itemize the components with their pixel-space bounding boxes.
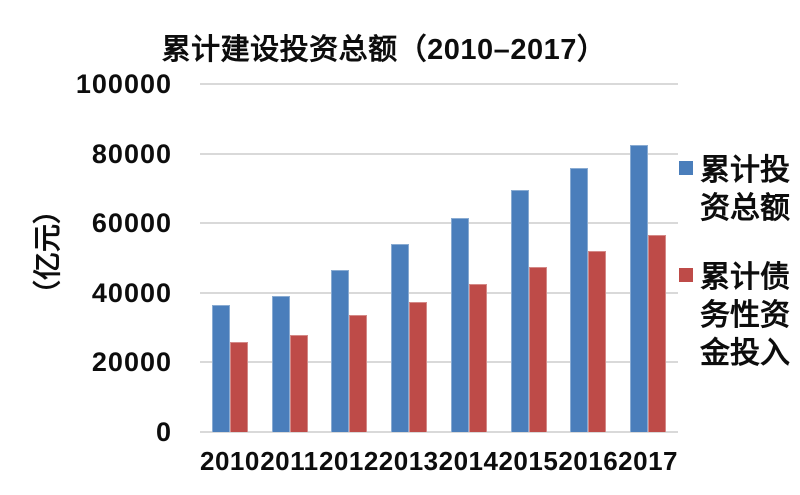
gridline: [200, 222, 678, 225]
bars-layer: [200, 84, 678, 432]
bar-group: [559, 84, 619, 432]
y-tick-label: 60000: [91, 208, 172, 239]
x-tick-label: 2017: [618, 446, 678, 476]
y-tick-label: 100000: [75, 69, 172, 99]
legend-label: 累计债务性资金投入: [700, 261, 790, 370]
legend-item: 累计投资总额: [679, 152, 800, 228]
legend-swatch: [679, 161, 693, 175]
y-tick-label: 0: [155, 417, 172, 447]
bar: [211, 304, 230, 432]
bar: [468, 284, 487, 432]
gridline: [200, 291, 678, 294]
y-tick-label: 80000: [91, 138, 172, 169]
gridline: [200, 152, 678, 155]
bar: [528, 266, 547, 432]
bar: [450, 217, 469, 432]
x-tick-label: 2016: [558, 446, 619, 476]
x-tick-label: 2010: [200, 446, 260, 476]
legend-swatch: [679, 268, 693, 282]
bar: [630, 144, 649, 432]
legend-label: 累计投资总额: [700, 154, 790, 225]
legend: 累计投资总额累计债务性资金投入: [679, 152, 800, 404]
bar: [391, 244, 410, 432]
bar: [570, 167, 589, 432]
bar: [510, 190, 529, 432]
x-tick-label: 2014: [438, 446, 499, 476]
bar: [409, 301, 428, 432]
bar: [349, 315, 368, 432]
bar-group: [618, 84, 678, 432]
y-tick-label: 40000: [91, 277, 172, 308]
x-tick-label: 2011: [260, 446, 319, 476]
legend-item: 累计债务性资金投入: [679, 259, 800, 373]
x-tick-label: 2012: [318, 446, 379, 476]
bar-group: [439, 84, 499, 432]
gridline: [200, 361, 678, 364]
gridline: [200, 431, 678, 433]
bar-group: [260, 84, 320, 432]
bar: [588, 251, 607, 432]
bar-group: [499, 84, 559, 432]
bar: [229, 341, 248, 432]
gridline: [200, 83, 678, 85]
bar: [271, 296, 290, 432]
x-tick-label: 2015: [498, 446, 559, 476]
y-tick-label: 20000: [91, 347, 172, 378]
plot-area: [200, 83, 678, 433]
bar-group: [200, 84, 260, 432]
bar-group: [379, 84, 439, 432]
x-tick-label: 2013: [378, 446, 439, 476]
bar-group: [320, 84, 380, 432]
bar: [648, 235, 667, 432]
chart-title: 累计建设投资总额（2010–2017）: [161, 34, 607, 66]
bar: [289, 334, 308, 432]
x-axis-labels: 2010 2011 2012 2013 2014 2015 2016 2017: [200, 446, 678, 476]
bar: [331, 270, 350, 432]
